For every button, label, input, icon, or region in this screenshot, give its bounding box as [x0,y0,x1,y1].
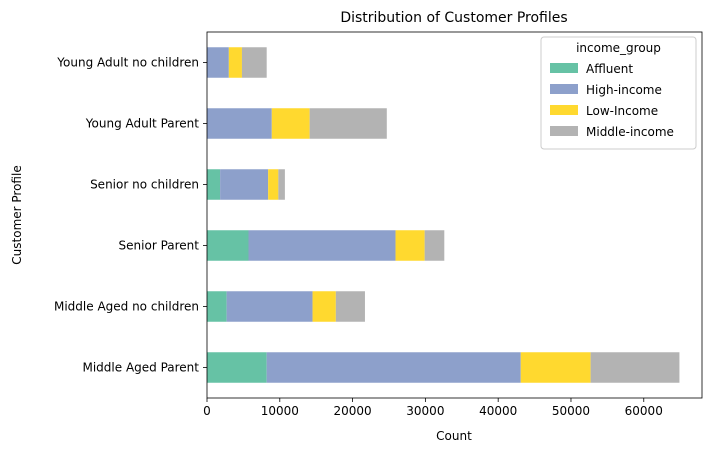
bar-segment [207,169,221,200]
chart-title: Distribution of Customer Profiles [340,10,567,26]
bar-segment [268,169,279,200]
bar-segment [266,352,521,383]
legend-swatch [550,84,578,94]
x-tick-label: 10000 [261,404,299,418]
y-axis: Middle Aged Parent Middle Aged no childre… [54,56,207,375]
bar-segment [520,352,591,383]
bar-segment [590,352,680,383]
bar-segment [228,47,242,78]
legend-label: High-income [586,83,662,97]
x-tick-label: 20000 [333,404,371,418]
x-tick-label: 50000 [552,404,590,418]
bar-segment [226,291,313,322]
bar-segment [335,291,365,322]
y-tick-label: Senior Parent [119,239,200,253]
bar-segment [207,352,267,383]
legend: income_group Affluent High-income Low-Incom… [540,36,697,150]
bar-segment [207,47,229,78]
x-axis-label: Count [436,429,472,443]
x-axis: 0 10000 20000 30000 40000 50000 60000 [203,398,663,418]
bar-segment [424,230,445,261]
x-tick-label: 40000 [479,404,517,418]
y-axis-label: Customer Profile [10,165,24,264]
x-tick-label: 0 [203,404,211,418]
y-tick-label: Middle Aged no children [54,300,199,314]
plot-frame [206,31,703,399]
bar-segment [220,169,269,200]
legend-swatch [550,126,578,136]
y-tick-label: Young Adult Parent [85,117,200,131]
bar-segment [312,291,336,322]
x-tick-label: 60000 [625,404,663,418]
bar-segment [248,230,396,261]
legend-box [540,36,697,150]
y-tick-label: Senior no children [90,178,199,192]
bar-segment [207,291,227,322]
bar-segment [395,230,425,261]
bar-segment [207,108,272,139]
bar-segment [241,47,267,78]
bar-segment [278,169,285,200]
legend-label: Affluent [586,62,633,76]
legend-label: Middle-income [586,125,674,139]
legend-label: Low-Income [586,104,658,118]
legend-title: income_group [576,41,661,55]
bar-segment [207,230,249,261]
y-tick-label: Young Adult no children [56,56,199,70]
bar-segment [309,108,387,139]
x-tick-label: 30000 [406,404,444,418]
legend-swatch [550,105,578,115]
bar-segment [271,108,310,139]
y-tick-label: Middle Aged Parent [82,361,199,375]
legend-swatch [550,63,578,73]
bar-layer [207,47,680,383]
